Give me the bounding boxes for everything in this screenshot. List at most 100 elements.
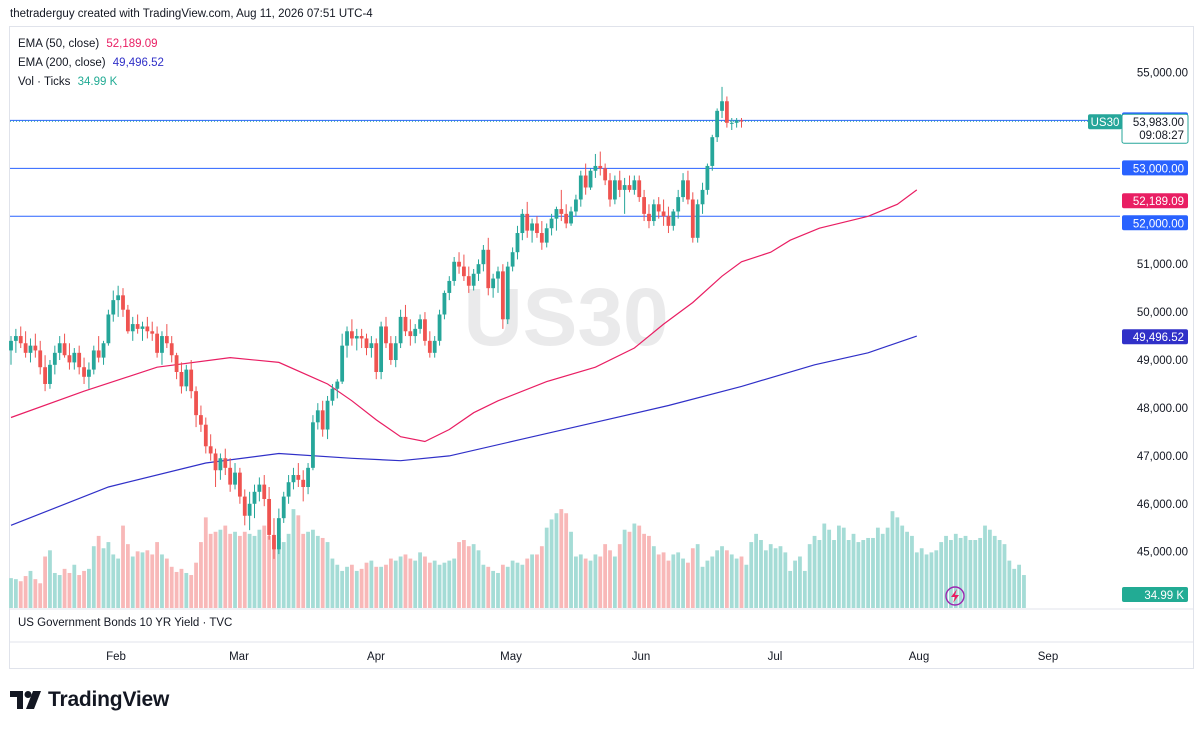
candle-body [91,350,96,370]
candle [588,168,593,190]
candle-body [116,295,121,301]
candle-body [598,165,603,169]
volume-bar [106,542,111,608]
candle-body [432,340,437,353]
volume-bar [272,540,276,608]
candle-body [676,197,681,212]
volume-bar [57,575,62,608]
legend-label: EMA (50, close) [18,38,100,50]
candle-body [423,319,427,341]
candle-body [296,475,301,480]
volume-bar [817,540,822,608]
candle-body [121,295,125,310]
volume-bar [622,529,627,608]
candle [525,201,530,238]
volume-bar [150,554,155,608]
candle-body [661,211,666,217]
volume-bar [593,554,598,608]
volume-bar [617,544,622,608]
legend-row-ema200[interactable]: EMA (200, close) 49,496.52 [18,54,164,73]
candle-body [398,316,403,344]
ema50-tag-text: 52,189.09 [1133,196,1184,208]
candle [272,518,276,559]
volume-bar [116,558,121,608]
price-axis[interactable]: 45,000.00 46,000.00 47,000.00 48,000.00 49,0… [1137,68,1188,559]
volume-bar [423,556,427,608]
volume-bar [452,558,457,608]
candle [637,175,642,202]
level-52000-tag: 52,000.00 [1122,215,1188,231]
candle [535,216,539,238]
candle [520,209,525,241]
candle [505,261,510,325]
candle [242,489,247,526]
candle [627,175,632,193]
volume-bar [496,572,500,608]
level-53000-tag-text: 53,000.00 [1133,163,1184,175]
volume-bar [544,527,549,608]
lightning-icon[interactable] [945,586,965,606]
tradingview-logo[interactable]: TradingView [10,688,169,712]
volume-bar [77,575,82,608]
candle-body [666,216,671,226]
time-tick-label: Apr [367,651,385,663]
volume-bar [997,540,1002,608]
volume-bar [471,544,476,608]
candle [432,336,437,358]
candle [574,194,578,217]
candle [350,319,354,346]
candle [38,340,43,375]
candle-body [62,343,67,356]
volume-bar [798,556,802,608]
candle-body [457,261,461,267]
candle-body [632,180,637,190]
volume-bar [388,558,393,608]
volume-bar [763,550,768,608]
candle [28,338,33,363]
volume-bar [612,556,617,608]
candle-body [491,278,496,289]
volume-bar [914,552,919,608]
candle-body [33,345,38,351]
candle-body [111,300,116,315]
ema200-tag: 49,496.52 [1122,329,1188,345]
volume-bar [656,554,661,608]
volume-bar [184,572,189,608]
candle-body [28,345,33,353]
candle-body [43,367,47,384]
candle [374,338,379,380]
volume-bar [481,564,486,608]
volume-bar [827,529,832,608]
volume-bar [1017,564,1021,608]
legend-row-ema50[interactable]: EMA (50, close) 52,189.09 [18,35,164,54]
candle [612,175,617,205]
volume-bar [759,540,763,608]
candle-body [335,381,340,389]
volume-bar [802,570,807,608]
legend-label: EMA (200, close) [18,57,106,69]
volume-bar [681,558,685,608]
volume-bar [661,552,666,608]
volume-bar [369,560,374,608]
volume-bar [393,560,398,608]
volume-bar [160,554,164,608]
volume-bar [603,544,608,608]
volume-bar [62,568,67,608]
volume-bar [773,548,778,608]
candle-body [384,326,388,344]
candle-body [72,352,77,363]
candle [403,304,408,337]
level-52000-tag-bg [1122,215,1188,231]
candle-body [647,213,651,222]
legend-label: Vol · Ticks [18,76,71,88]
volume-bar [427,562,432,608]
volume-bar [705,560,710,608]
volume-bar [724,550,729,608]
volume-bar [43,556,47,608]
volume-bar [846,540,851,608]
volume-bar [510,560,515,608]
time-axis[interactable]: Feb Mar Apr May Jun Jul Aug Sep [106,651,1058,663]
legend-row-volume[interactable]: Vol · Ticks 34.99 K [18,73,164,92]
volume-bar [958,537,963,608]
